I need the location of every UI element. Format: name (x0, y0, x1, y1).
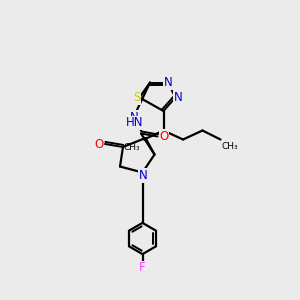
Text: CH₃: CH₃ (222, 142, 238, 151)
Text: O: O (160, 130, 169, 143)
Text: N: N (164, 76, 172, 89)
Text: O: O (94, 137, 103, 151)
Text: S: S (134, 91, 141, 104)
Text: N: N (173, 91, 182, 104)
Text: HN: HN (126, 116, 144, 129)
Text: F: F (139, 261, 146, 274)
Text: CH₃: CH₃ (124, 143, 140, 152)
Text: N: N (130, 111, 139, 124)
Text: N: N (139, 169, 148, 182)
Text: H: H (130, 110, 136, 119)
